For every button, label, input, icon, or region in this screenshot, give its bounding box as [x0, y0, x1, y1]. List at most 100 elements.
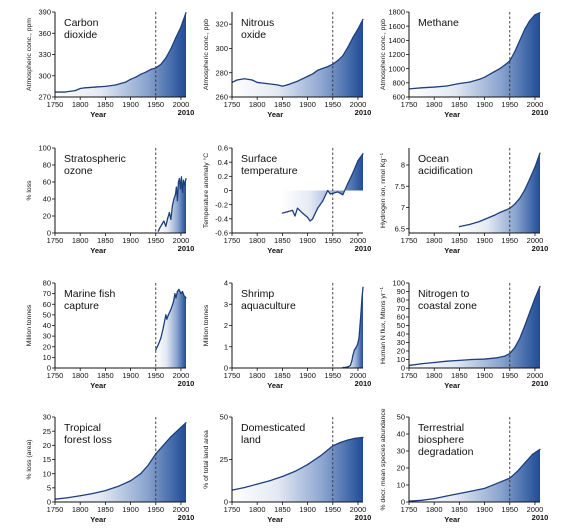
x-tick-label: 1800 [426, 100, 443, 109]
y-axis-label: % loss [26, 180, 33, 201]
data-point [347, 366, 349, 368]
data-point [309, 220, 311, 222]
x-tick-label: 1750 [401, 505, 418, 514]
x-tick-label: 1950 [324, 505, 341, 514]
series-area [232, 19, 363, 97]
y-tick-label: 100 [38, 144, 51, 153]
data-point [160, 337, 162, 339]
chart-title: Marine fish capture [64, 288, 116, 312]
y-tick-label: 50 [397, 413, 405, 422]
x-tick-label: 1800 [72, 371, 89, 380]
y-tick-label: 3 [224, 300, 228, 309]
chart-title-line: Methane [418, 17, 459, 29]
y-tick-label: 7.5 [395, 182, 405, 191]
y-tick-label: 40 [397, 330, 405, 339]
y-tick-label: 50 [397, 321, 405, 330]
x-tick-label: 1750 [47, 505, 64, 514]
data-point [180, 293, 182, 295]
y-tick-label: 300 [215, 44, 228, 53]
chart-title: Tropical forest loss [64, 422, 112, 446]
series-area [155, 289, 186, 368]
data-point [352, 36, 354, 39]
data-point [178, 288, 180, 290]
chart-title: Nitrogen to coastal zone [418, 288, 477, 312]
data-point [176, 200, 179, 202]
x-tick-label: 1800 [72, 505, 89, 514]
data-point [519, 337, 521, 339]
x-tick-label: 1750 [401, 236, 418, 245]
x-tick-label: 1950 [324, 100, 341, 109]
data-point [162, 444, 164, 446]
y-tick-label: 390 [38, 8, 51, 17]
x-axis-label: Year [90, 110, 106, 119]
data-point [281, 212, 283, 214]
data-point [468, 223, 471, 226]
y-tick-label: 360 [38, 29, 51, 38]
data-point [317, 69, 319, 71]
data-point [167, 217, 169, 219]
data-point [306, 216, 309, 219]
data-point [529, 19, 531, 22]
y-tick-label: 0 [224, 186, 228, 195]
data-point [251, 79, 253, 81]
data-point [362, 18, 364, 20]
y-tick-label: 1000 [388, 64, 405, 73]
x-axis-label: Year [444, 515, 460, 524]
data-point [421, 87, 423, 89]
y-axis-label: % decr. mean species abundance [380, 408, 387, 510]
data-point [92, 492, 94, 495]
chart-title-line: Carbon [64, 17, 99, 29]
chart-panel-4: 0 20 40 60 80 100 1750 1800 1850 1900 1950 20002010… [26, 144, 194, 255]
x-axis-label: Year [90, 246, 106, 255]
data-point [478, 78, 481, 80]
data-point [524, 28, 526, 30]
x-tick-label: 1800 [72, 100, 89, 109]
x-tick-label: 1850 [451, 505, 468, 514]
data-point [168, 212, 170, 214]
x-tick-label: 1850 [451, 236, 468, 245]
data-point [179, 188, 182, 190]
y-axis-label: Million tonnes [203, 304, 210, 346]
data-point [135, 76, 137, 78]
data-point [539, 285, 541, 287]
x-tick-label: 1900 [299, 100, 316, 109]
chart-panel-5: -0.6 -0.4 -0.2 0 0.2 0.4 0.6 1750 1800 1850 1900 19… [202, 144, 371, 255]
data-point [458, 226, 460, 228]
chart-title: Terrestrial biosphere degradation [418, 422, 474, 458]
y-tick-label: 20 [397, 347, 405, 356]
y-tick-label: 60 [43, 178, 51, 187]
data-point [489, 73, 491, 75]
x-tick-label: 1800 [72, 236, 89, 245]
data-point [155, 349, 157, 351]
x-axis-label: Year [267, 246, 283, 255]
x-tick-label: 1850 [97, 505, 114, 514]
data-point [337, 59, 339, 62]
series-area [409, 12, 540, 98]
data-point [296, 80, 299, 82]
data-point [524, 324, 526, 327]
data-point [161, 223, 163, 226]
chart-panel-1: 270 300 330 360 390 1750 1800 1850 1900 1950 20002… [26, 8, 194, 119]
data-point [519, 39, 521, 41]
data-point [79, 87, 81, 90]
y-tick-label: 30 [43, 332, 51, 341]
y-tick-label: 8 [401, 161, 405, 170]
data-point [353, 349, 356, 351]
data-point [499, 68, 501, 70]
x-end-label: 2010 [178, 108, 195, 117]
x-tick-label: 1750 [47, 100, 64, 109]
data-point [269, 480, 271, 482]
series-area [55, 12, 186, 98]
y-tick-label: 40 [397, 430, 405, 439]
x-end-label: 2010 [178, 244, 195, 253]
data-point [357, 28, 359, 30]
data-point [183, 295, 185, 297]
x-tick-label: 1900 [299, 505, 316, 514]
chart-title: Nitrous oxide [241, 17, 274, 41]
data-point [236, 79, 238, 81]
chart-title-line: Nitrous [241, 17, 274, 29]
data-point [514, 347, 516, 349]
x-end-label: 2010 [532, 244, 549, 253]
series-area [232, 437, 363, 502]
data-point [94, 86, 96, 88]
